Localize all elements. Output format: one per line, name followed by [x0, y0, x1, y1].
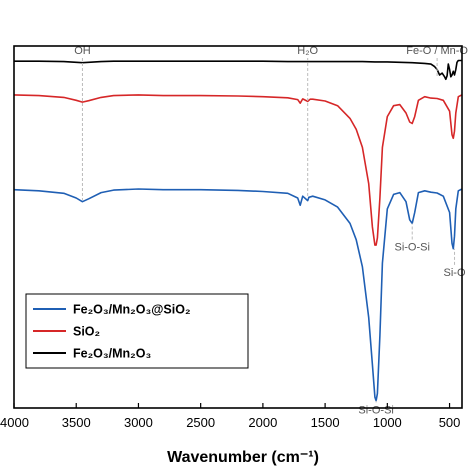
- legend-label-2: Fe₂O₃/Mn₂O₃: [73, 347, 151, 361]
- x-tick-label-1: 3500: [62, 415, 91, 430]
- x-tick-label-5: 1500: [311, 415, 340, 430]
- x-tick-label-0: 4000: [0, 415, 29, 430]
- x-axis-title: Wavenumber (cm⁻¹): [167, 449, 319, 466]
- legend: Fe₂O₃/Mn₂O₃@SiO₂ SiO₂ Fe₂O₃/Mn₂O₃: [25, 293, 249, 369]
- x-tick-label-6: 1000: [373, 415, 402, 430]
- plot-frame: [13, 45, 463, 409]
- annotation-label-2: Fe-O / Mn-O: [406, 45, 468, 57]
- x-tick-label-4: 2000: [248, 415, 277, 430]
- x-tick-label-2: 3000: [124, 415, 153, 430]
- legend-label-0: Fe₂O₃/Mn₂O₃@SiO₂: [73, 303, 191, 317]
- series-line-2: [14, 59, 462, 81]
- annotation-label-1: H₂O: [297, 45, 318, 57]
- series-layer: [13, 59, 463, 402]
- annotation-label-4: Si-O: [444, 267, 466, 279]
- legend-label-1: SiO₂: [73, 325, 100, 339]
- annotation-label-3: Si-O-Si: [394, 242, 429, 254]
- x-tick-label-3: 2500: [186, 415, 215, 430]
- annotation-label-0: OH: [74, 45, 91, 57]
- x-tick-label-7: 500: [439, 415, 461, 430]
- series-line-0: [13, 188, 463, 402]
- x-axis-ticks: 4000 3500 3000 2500 2000 1500 1000 500: [0, 403, 460, 430]
- series-line-1: [13, 94, 463, 246]
